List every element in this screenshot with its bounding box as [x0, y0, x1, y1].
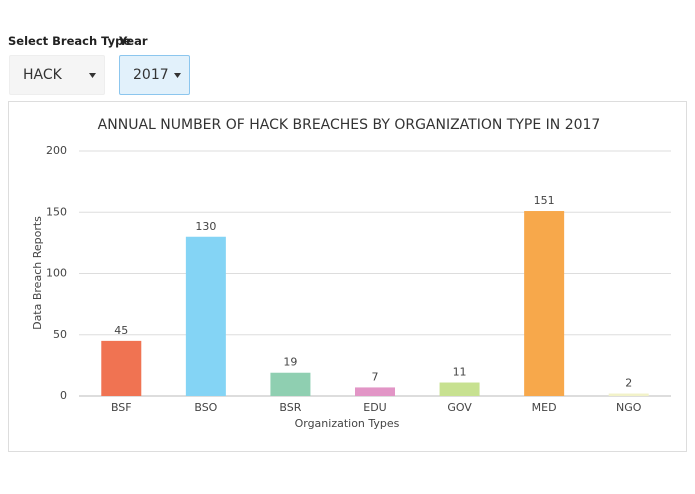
breach-type-value: HACK [23, 67, 62, 83]
y-axis-title: Data Breach Reports [31, 216, 44, 330]
data-label: 2 [625, 377, 632, 390]
year-select[interactable]: 2017 [119, 55, 190, 95]
x-tick-label: MED [532, 401, 557, 414]
bar [355, 387, 395, 396]
year-label: Year [119, 34, 148, 48]
x-tick-label: GOV [447, 401, 472, 414]
year-value: 2017 [133, 67, 169, 83]
y-tick-label: 0 [60, 389, 67, 402]
x-tick-label: EDU [363, 401, 386, 414]
bar [185, 236, 226, 396]
chart-panel: ANNUAL NUMBER OF HACK BREACHES BY ORGANI… [8, 101, 687, 452]
x-tick-label: NGO [616, 401, 642, 414]
dropdown-arrow [174, 73, 181, 78]
breach-type-select[interactable]: HACK [9, 55, 105, 95]
data-label: 151 [534, 194, 555, 207]
breach-type-label: Select Breach Type [8, 34, 132, 48]
bar [101, 340, 142, 396]
bar [270, 372, 311, 396]
x-tick-label: BSF [111, 401, 132, 414]
y-tick-label: 100 [46, 267, 67, 280]
data-label: 130 [195, 220, 216, 233]
data-label: 7 [372, 370, 379, 383]
chart: ANNUAL NUMBER OF HACK BREACHES BY ORGANI… [31, 117, 671, 430]
y-tick-label: 150 [46, 205, 67, 218]
y-tick-label: 200 [46, 144, 67, 157]
y-tick-label: 50 [53, 328, 67, 341]
x-tick-label: BSR [279, 401, 301, 414]
x-tick-label: BSO [194, 401, 217, 414]
dropdown-arrow [89, 73, 96, 78]
data-label: 19 [283, 356, 297, 369]
chart-title: ANNUAL NUMBER OF HACK BREACHES BY ORGANI… [98, 117, 601, 133]
bar [524, 211, 565, 396]
bar [439, 382, 480, 396]
bar [608, 393, 649, 396]
data-label: 11 [453, 366, 467, 379]
x-axis-title: Organization Types [295, 417, 400, 430]
data-label: 45 [114, 324, 128, 337]
